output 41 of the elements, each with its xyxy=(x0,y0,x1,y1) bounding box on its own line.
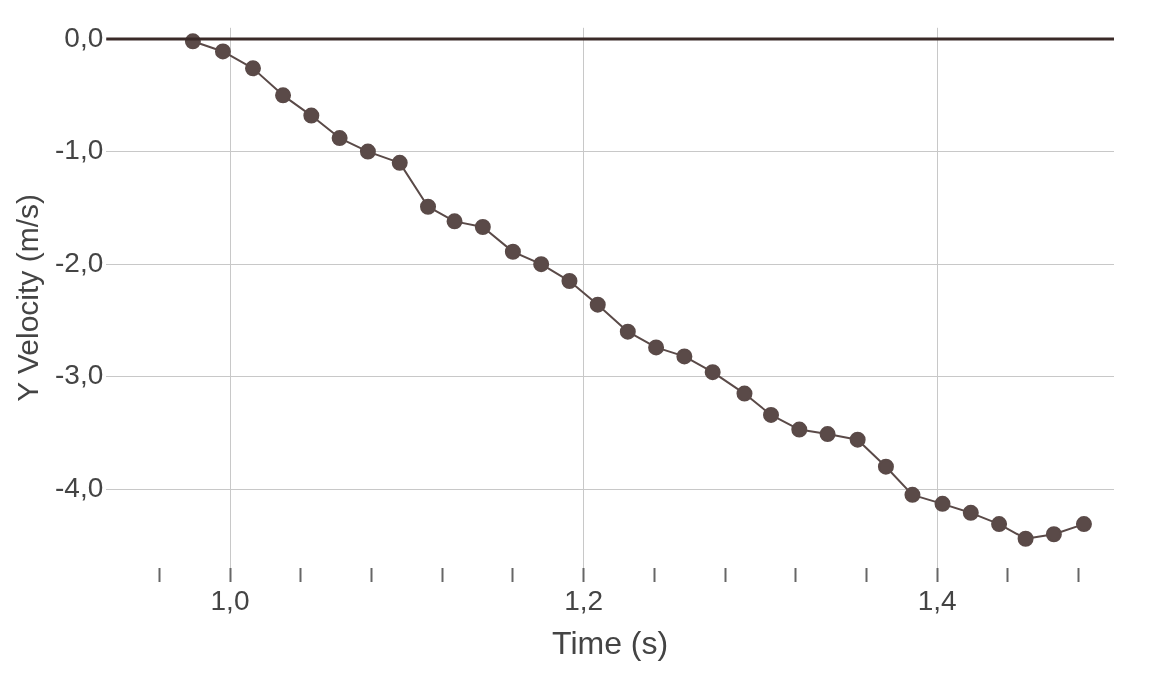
point xyxy=(791,421,808,438)
point xyxy=(303,107,320,124)
y-axis-title: Y Velocity (m/s) xyxy=(11,193,45,402)
point xyxy=(704,364,721,381)
point xyxy=(589,296,606,313)
y-tick-label: -2,0 xyxy=(55,246,104,278)
point xyxy=(420,198,437,215)
point xyxy=(244,60,261,77)
point xyxy=(474,219,491,235)
point xyxy=(214,43,231,60)
point xyxy=(877,458,894,475)
point xyxy=(331,130,348,147)
x-tick-label: 1,4 xyxy=(917,584,957,616)
y-tick-label: 0,0 xyxy=(64,21,104,53)
point xyxy=(676,348,693,365)
x-tick-label: 1,0 xyxy=(210,584,250,616)
point xyxy=(1017,530,1034,547)
point xyxy=(619,323,636,340)
point xyxy=(849,431,866,448)
point xyxy=(819,426,836,443)
point xyxy=(1075,516,1092,533)
point xyxy=(533,256,550,273)
point xyxy=(1045,526,1062,543)
point xyxy=(359,143,376,160)
x-tick-label: 1,2 xyxy=(564,584,604,616)
point xyxy=(275,87,292,104)
point xyxy=(736,385,753,402)
point xyxy=(648,339,665,356)
point xyxy=(962,504,979,521)
point xyxy=(561,273,578,290)
x-axis-title: Time (s) xyxy=(552,624,669,661)
point xyxy=(391,154,408,171)
point xyxy=(504,243,521,260)
y-tick-label: -1,0 xyxy=(55,134,104,166)
point xyxy=(934,495,951,512)
point xyxy=(446,213,463,230)
point xyxy=(763,406,780,423)
y-tick-label: -3,0 xyxy=(55,359,104,391)
point xyxy=(991,516,1008,533)
point xyxy=(904,486,921,503)
y-tick-label: -4,0 xyxy=(55,471,104,503)
